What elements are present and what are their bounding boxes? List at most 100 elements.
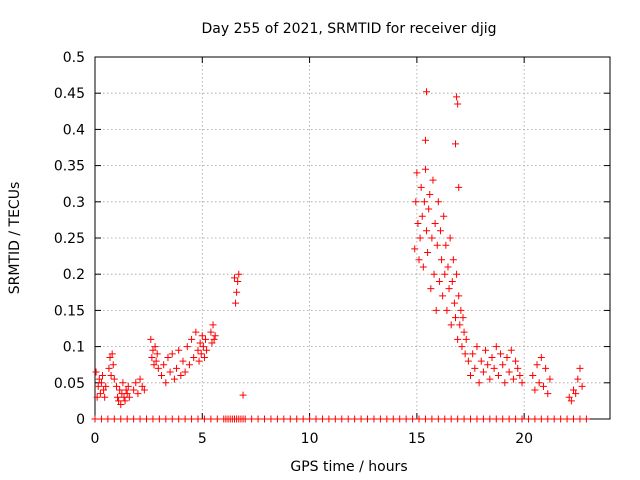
data-point bbox=[233, 288, 241, 296]
data-point bbox=[421, 136, 429, 144]
data-point bbox=[150, 361, 158, 369]
y-tick-label: 0.35 bbox=[54, 159, 85, 175]
data-point bbox=[192, 328, 200, 336]
data-point bbox=[492, 415, 500, 423]
data-point bbox=[499, 361, 507, 369]
data-point bbox=[108, 350, 116, 358]
data-point bbox=[503, 353, 511, 361]
x-tick-label: 15 bbox=[408, 431, 426, 447]
data-point bbox=[102, 382, 110, 390]
data-point bbox=[492, 343, 500, 351]
data-point bbox=[130, 386, 138, 394]
data-point bbox=[420, 198, 428, 206]
data-point bbox=[514, 364, 522, 372]
data-point bbox=[576, 364, 584, 372]
data-point bbox=[149, 346, 157, 354]
data-point bbox=[471, 364, 479, 372]
data-point bbox=[439, 292, 447, 300]
data-point bbox=[424, 248, 432, 256]
data-point bbox=[438, 256, 446, 264]
data-point bbox=[370, 415, 378, 423]
data-point bbox=[175, 346, 183, 354]
data-point bbox=[318, 415, 326, 423]
data-point bbox=[450, 299, 458, 307]
y-tick-label: 0.45 bbox=[54, 86, 85, 102]
data-point bbox=[124, 382, 132, 390]
data-point bbox=[208, 339, 216, 347]
data-point bbox=[447, 321, 455, 329]
data-point bbox=[168, 415, 176, 423]
data-point bbox=[230, 274, 238, 282]
data-point bbox=[338, 415, 346, 423]
chart-title: Day 255 of 2021, SRMTID for receiver dji… bbox=[202, 21, 497, 37]
data-point bbox=[479, 415, 487, 423]
data-point bbox=[112, 382, 120, 390]
data-point bbox=[132, 379, 140, 387]
data-point bbox=[454, 100, 462, 108]
data-point bbox=[195, 357, 203, 365]
data-point bbox=[94, 382, 102, 390]
data-point bbox=[544, 415, 552, 423]
data-point bbox=[417, 183, 425, 191]
data-point bbox=[486, 375, 494, 383]
data-point bbox=[181, 415, 189, 423]
data-point bbox=[507, 346, 515, 354]
x-tick-label: 5 bbox=[198, 431, 207, 447]
data-point bbox=[429, 176, 437, 184]
data-point bbox=[427, 285, 435, 293]
data-point bbox=[211, 332, 219, 340]
data-point bbox=[117, 401, 125, 409]
data-point bbox=[456, 321, 464, 329]
data-point bbox=[411, 245, 419, 253]
data-point bbox=[210, 335, 218, 343]
data-point bbox=[441, 415, 449, 423]
data-point bbox=[188, 415, 196, 423]
data-point bbox=[518, 415, 526, 423]
data-point bbox=[440, 212, 448, 220]
data-point bbox=[331, 415, 339, 423]
data-point bbox=[148, 353, 156, 361]
data-point bbox=[567, 397, 575, 405]
data-point bbox=[447, 415, 455, 423]
data-point bbox=[570, 386, 578, 394]
data-point bbox=[550, 415, 558, 423]
data-point bbox=[458, 343, 466, 351]
data-point bbox=[286, 415, 294, 423]
data-point bbox=[162, 379, 170, 387]
data-point bbox=[207, 328, 215, 336]
data-point bbox=[537, 415, 545, 423]
data-point bbox=[389, 415, 397, 423]
data-point bbox=[344, 415, 352, 423]
data-point bbox=[409, 415, 417, 423]
data-point bbox=[432, 306, 440, 314]
data-point bbox=[312, 415, 320, 423]
data-point bbox=[443, 306, 451, 314]
data-point bbox=[110, 375, 118, 383]
data-point bbox=[464, 357, 472, 365]
data-point bbox=[531, 415, 539, 423]
data-point bbox=[122, 386, 130, 394]
data-point bbox=[460, 415, 468, 423]
data-point bbox=[529, 372, 537, 380]
data-point bbox=[160, 361, 168, 369]
data-point bbox=[535, 379, 543, 387]
data-point bbox=[125, 393, 133, 401]
data-point bbox=[512, 357, 520, 365]
data-point bbox=[402, 415, 410, 423]
x-tick-label: 20 bbox=[515, 431, 533, 447]
data-point bbox=[92, 368, 100, 376]
data-point bbox=[239, 391, 247, 399]
data-point bbox=[235, 270, 243, 278]
data-point bbox=[200, 415, 208, 423]
grid-lines bbox=[95, 57, 610, 419]
data-point bbox=[267, 415, 275, 423]
data-point bbox=[170, 375, 178, 383]
data-point bbox=[130, 415, 138, 423]
x-tick-label: 10 bbox=[301, 431, 319, 447]
data-point bbox=[537, 353, 545, 361]
data-point bbox=[434, 198, 442, 206]
data-point bbox=[455, 292, 463, 300]
axis-ticks: 0 0.05 0.1 0.15 0.2 0.25 0.3 0.35 0.4 0.45 0.5 0 5 10… bbox=[54, 50, 610, 447]
data-point bbox=[546, 375, 554, 383]
data-point bbox=[351, 415, 359, 423]
